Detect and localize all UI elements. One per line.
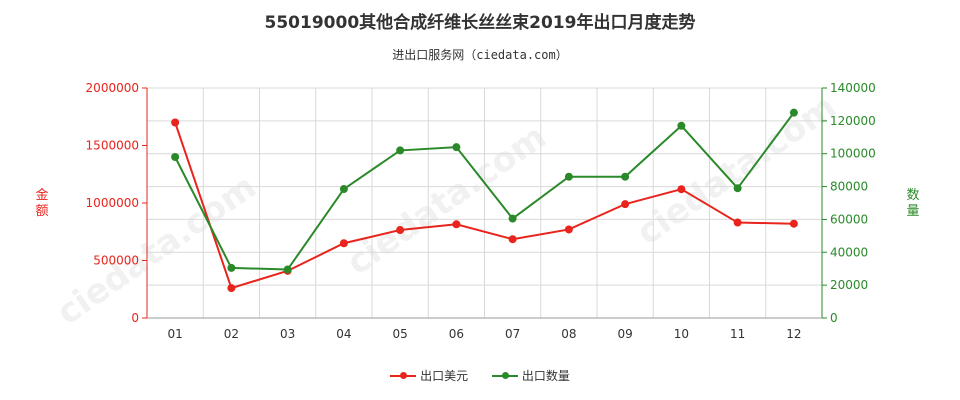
data-point-1 [733,184,742,193]
y-right-tick-label: 0 [830,311,838,325]
data-point-0 [789,219,798,228]
y-right-tick-label: 20000 [830,278,868,292]
y-right-tick-label: 40000 [830,245,868,259]
x-tick-label: 01 [167,327,182,341]
x-tick-label: 03 [280,327,295,341]
legend-swatch-red [390,371,417,381]
legend-swatch-green [491,371,518,381]
data-point-1 [508,214,517,223]
legend: 出口美元 出口数量 [0,367,960,384]
y-left-tick-label: 1500000 [86,139,139,153]
data-point-0 [171,118,180,127]
y-axis-left-label: 金额 [35,188,49,219]
y-left-tick-label: 1000000 [86,196,139,210]
x-tick-label: 11 [730,327,745,341]
x-tick-label: 04 [336,327,351,341]
data-point-1 [339,185,348,194]
data-point-0 [339,239,348,248]
data-point-1 [452,143,461,152]
x-tick-label: 07 [505,327,520,341]
x-tick-label: 09 [617,327,632,341]
data-point-0 [621,200,630,209]
data-point-1 [283,265,292,274]
data-point-0 [227,284,236,293]
data-point-0 [733,218,742,227]
series-line-0 [174,122,794,290]
legend-label: 出口美元 [420,369,469,383]
data-point-1 [677,121,686,130]
data-point-1 [789,108,798,117]
y-left-tick-label: 2000000 [86,81,139,95]
x-tick-label: 12 [786,327,801,341]
x-tick-label: 08 [561,327,576,341]
y-axis-right-label: 数量 [906,188,920,219]
legend-label: 出口数量 [521,369,570,383]
chart-title: 55019000其他合成纤维长丝丝束2019年出口月度走势 [264,13,696,33]
data-point-1 [564,172,573,181]
data-point-1 [227,263,236,272]
legend-item-quantity[interactable]: 出口数量 [491,367,570,384]
y-right-tick-label: 60000 [830,212,868,226]
y-right-tick-label: 140000 [830,81,876,95]
data-point-0 [677,185,686,194]
y-right-tick-label: 120000 [830,114,876,128]
data-point-1 [396,146,405,155]
data-point-0 [452,220,461,229]
data-point-0 [564,225,573,234]
y-right-tick-label: 100000 [830,147,876,161]
y-left-tick-label: 500000 [93,254,139,268]
data-point-0 [396,226,405,235]
y-right-tick-label: 80000 [830,180,868,194]
x-tick-label: 06 [449,327,464,341]
x-tick-label: 05 [392,327,407,341]
data-point-1 [621,172,630,181]
series-line-1 [174,112,795,271]
chart-subtitle: 进出口服务网（ciedata.com） [392,48,568,62]
data-point-1 [171,153,180,161]
x-tick-label: 02 [224,327,239,341]
x-tick-label: 10 [674,327,689,341]
y-left-tick-label: 0 [131,311,139,325]
data-point-0 [508,235,517,244]
legend-item-usd[interactable]: 出口美元 [390,367,468,384]
